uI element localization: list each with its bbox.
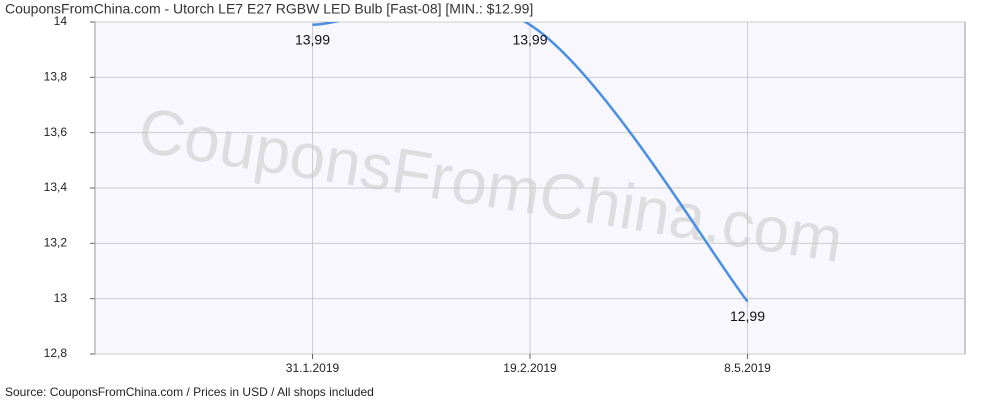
x-tick-label: 8.5.2019 <box>724 361 771 375</box>
y-tick-label: 14 <box>54 14 68 28</box>
price-line <box>312 22 749 303</box>
y-tick-label: 13,6 <box>44 125 68 139</box>
value-label: 13,99 <box>295 31 330 47</box>
chart-title: CouponsFromChina.com - Utorch LE7 E27 RG… <box>5 1 533 17</box>
x-tick-label: 19.2.2019 <box>503 361 557 375</box>
y-tick-label: 13,2 <box>44 236 68 250</box>
value-label: 12,99 <box>730 308 765 324</box>
value-label: 13,99 <box>512 31 547 47</box>
y-tick-label: 13,8 <box>44 70 68 84</box>
x-tick-label: 31.1.2019 <box>286 361 340 375</box>
y-tick-label: 13 <box>54 291 68 305</box>
y-tick-label: 12,8 <box>44 346 68 360</box>
source-note: Source: CouponsFromChina.com / Prices in… <box>5 385 374 399</box>
y-tick-label: 13,4 <box>44 180 68 194</box>
